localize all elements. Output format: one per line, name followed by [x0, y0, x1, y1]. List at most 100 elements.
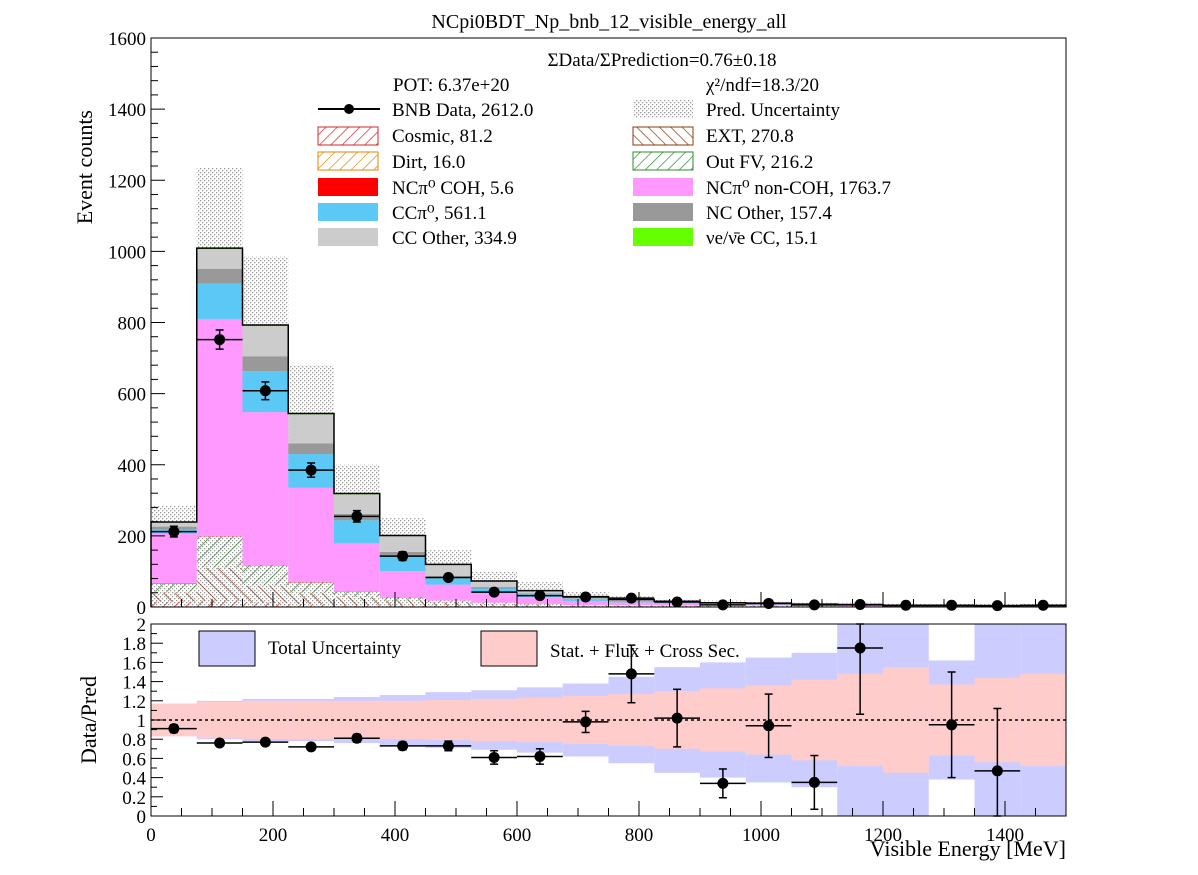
- stack-bar-5: [334, 543, 380, 592]
- ratio-point: [442, 740, 454, 752]
- stack-bar-6: [196, 283, 243, 320]
- ratio-point: [946, 719, 958, 731]
- stack-bar-2: [196, 566, 243, 568]
- stack-bar-5: [562, 600, 609, 606]
- stack-bar-3: [288, 582, 334, 593]
- stack-bar-0: [151, 601, 197, 607]
- svg-text:BNB Data, 2612.0: BNB Data, 2612.0: [392, 100, 533, 121]
- svg-text:Dirt, 16.0: Dirt, 16.0: [392, 152, 465, 173]
- stack-bar-5: [425, 584, 472, 601]
- y-tick-label: 1400: [108, 100, 146, 121]
- main-axes: 0 200 400 600 800 1000 1200 1400 1600: [108, 29, 1036, 619]
- x-tick-label: 1400: [986, 825, 1024, 846]
- stack-bar-7: [242, 356, 289, 372]
- stack-bar-8: [288, 414, 334, 444]
- svg-text:Total Uncertainty: Total Uncertainty: [268, 638, 402, 659]
- stack-bar-5: [196, 319, 243, 537]
- stack-bar-1: [334, 597, 380, 605]
- stack-bar-1: [471, 604, 517, 607]
- main-y-axis-label: Event counts: [72, 110, 97, 224]
- data-point: [900, 599, 912, 611]
- data-point: [625, 592, 637, 604]
- ratio-point: [214, 737, 226, 749]
- y-tick-label: 1600: [108, 29, 146, 50]
- ratio-y-tick-label: 0.4: [122, 769, 146, 790]
- svg-text:Pred. Uncertainty: Pred. Uncertainty: [706, 100, 841, 121]
- stack-bar-7: [288, 443, 334, 455]
- stack-bar-0: [425, 605, 472, 607]
- stack-bar-0: [288, 604, 334, 607]
- stack-bar-5: [242, 412, 289, 566]
- ratio-point: [534, 750, 546, 762]
- ratio-legend-stat-flux-xsec: Stat. + Flux + Cross Sec.: [480, 630, 740, 667]
- stack-bar-3: [425, 600, 472, 603]
- ratio-y-tick-label: 1: [137, 711, 147, 732]
- x-tick-label: 1000: [742, 825, 780, 846]
- x-tick-label: 1200: [864, 825, 902, 846]
- data-point: [808, 599, 820, 611]
- data-point: [854, 599, 866, 611]
- stack-bar-3: [379, 597, 426, 601]
- data-point: [580, 591, 592, 603]
- ratio-y-tick-label: 0.8: [122, 730, 146, 751]
- ratio-axes: 00.20.40.60.811.21.41.61.82 0 200 400 600 800…: [122, 615, 1036, 846]
- ratio-y-tick-label: 0: [137, 807, 147, 828]
- data-point: [717, 599, 729, 611]
- x-tick-label: 200: [259, 825, 288, 846]
- svg-text:EXT, 270.8: EXT, 270.8: [706, 126, 794, 147]
- ratio-y-tick-label: 1.4: [122, 673, 146, 694]
- x-tick-label: 0: [146, 825, 156, 846]
- data-point: [946, 599, 958, 611]
- legend-item-ncpi0-noncoh: NCπ⁰ non-COH, 1763.7: [633, 178, 891, 199]
- legend-item-nc-other: NC Other, 157.4: [633, 203, 832, 224]
- ratio-legend-total-uncertainty: Total Uncertainty: [198, 630, 402, 667]
- ratio-point: [854, 642, 866, 654]
- legend-item-pred-uncertainty: Pred. Uncertainty: [633, 100, 841, 121]
- ratio-y-tick-label: 1.2: [122, 692, 146, 713]
- stack-bar-3: [517, 604, 563, 605]
- legend-item-nue-cc: νe/ν̄e CC, 15.1: [633, 228, 818, 249]
- y-tick-label: 1200: [108, 171, 146, 192]
- y-tick-label: 400: [118, 456, 147, 477]
- svg-text:Stat. + Flux + Cross Sec.: Stat. + Flux + Cross Sec.: [550, 641, 740, 662]
- stack-bar-1: [196, 567, 243, 601]
- legend-item-cc-other: CC Other, 334.9: [318, 228, 517, 249]
- data-over-prediction-text: ΣData/ΣPrediction=0.76±0.18: [547, 50, 776, 71]
- data-point: [534, 590, 546, 602]
- ratio-point: [168, 723, 180, 735]
- stack-bar-2: [151, 590, 197, 593]
- svg-text:Cosmic, 81.2: Cosmic, 81.2: [392, 126, 493, 147]
- ratio-point: [397, 740, 409, 752]
- ratio-point: [717, 777, 729, 789]
- svg-text:NC Other, 157.4: NC Other, 157.4: [706, 203, 832, 224]
- data-point: [397, 550, 409, 562]
- stack-bar-1: [562, 605, 609, 607]
- chart-title: NCpi0BDT_Np_bnb_12_visible_energy_all: [431, 11, 787, 33]
- legend-item-outfv: Out FV, 216.2: [632, 151, 813, 173]
- stack-bar-1: [608, 605, 655, 607]
- stack-bar-0: [379, 605, 426, 607]
- ratio-point: [763, 720, 775, 732]
- stack-bar-0: [196, 600, 243, 607]
- stack-bar-8: [196, 249, 243, 269]
- stack-bar-6: [334, 520, 380, 544]
- x-tick-label: 600: [503, 825, 532, 846]
- stack-bar-1: [242, 585, 289, 603]
- ratio-point: [991, 765, 1003, 777]
- stack-bar-1: [425, 602, 472, 606]
- svg-text:νe/ν̄e CC, 15.1: νe/ν̄e CC, 15.1: [706, 228, 818, 249]
- y-tick-label: 0: [137, 598, 147, 619]
- ratio-y-tick-label: 1.6: [122, 653, 146, 674]
- ratio-point: [305, 741, 317, 753]
- x-tick-label: 400: [381, 825, 410, 846]
- stack-bar-1: [379, 600, 426, 606]
- data-point: [991, 600, 1003, 612]
- stack-bar-3: [151, 583, 197, 591]
- data-point: [1037, 599, 1049, 611]
- stack-bar-1: [288, 592, 334, 605]
- ratio-point: [351, 732, 363, 744]
- stack-bar-0: [334, 604, 380, 607]
- legend-item-ccpi0: CCπ⁰, 561.1: [318, 203, 487, 224]
- stack-bar-8: [471, 581, 517, 588]
- y-tick-label: 800: [118, 314, 147, 335]
